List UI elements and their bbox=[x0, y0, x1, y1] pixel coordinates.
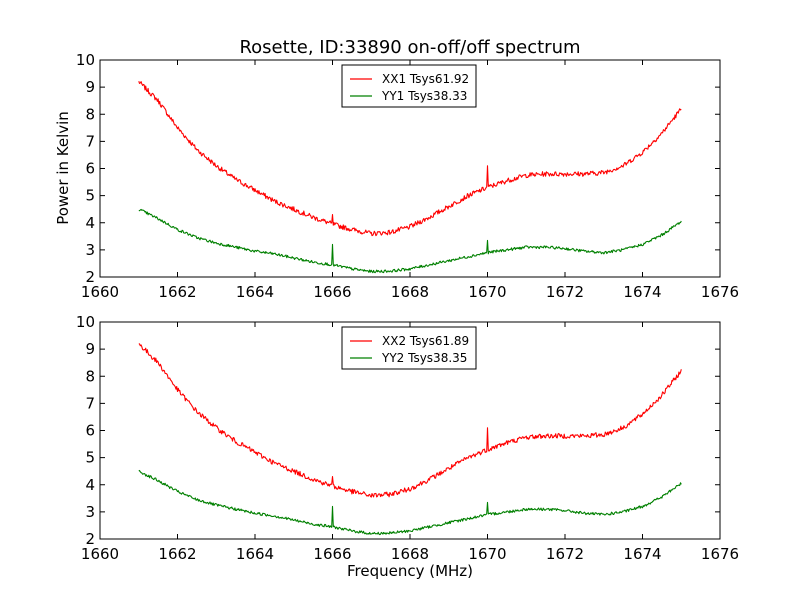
x-tick-label: 1664 bbox=[236, 283, 274, 301]
series-line-xx bbox=[138, 343, 682, 498]
y-tick-label: 10 bbox=[76, 51, 95, 69]
chart-title: Rosette, ID:33890 on-off/off spectrum bbox=[239, 37, 580, 58]
x-tick-label: 1668 bbox=[391, 283, 429, 301]
x-tick-label: 1674 bbox=[623, 283, 661, 301]
x-tick-label: 1668 bbox=[391, 545, 429, 563]
x-tick-label: 1670 bbox=[468, 283, 506, 301]
legend-entry: XX2 Tsys61.89 bbox=[382, 334, 469, 348]
x-tick-label: 1676 bbox=[701, 283, 739, 301]
y-tick-label: 5 bbox=[85, 187, 95, 205]
y-tick-label: 8 bbox=[85, 367, 95, 385]
legend-entry: XX1 Tsys61.92 bbox=[382, 72, 469, 86]
y-tick-label: 10 bbox=[76, 313, 95, 331]
y-tick-label: 7 bbox=[85, 394, 95, 412]
series-line-yy bbox=[138, 469, 682, 536]
y-tick-label: 4 bbox=[85, 214, 95, 232]
x-tick-label: 1672 bbox=[546, 545, 584, 563]
bottom-panel: 1660 1662 1664 1666 1668 1670 1672 1674 1676 2 3 4 5… bbox=[76, 313, 739, 563]
y-tick-label: 5 bbox=[85, 449, 95, 467]
y-tick-label: 9 bbox=[85, 78, 95, 96]
x-tick-label: 1670 bbox=[468, 545, 506, 563]
x-tick-label: 1666 bbox=[313, 545, 351, 563]
series-line-xx bbox=[138, 81, 682, 237]
y-tick-label: 9 bbox=[85, 340, 95, 358]
x-tick-label: 1664 bbox=[236, 545, 274, 563]
y-tick-label: 6 bbox=[85, 422, 95, 440]
y-tick-label: 2 bbox=[85, 268, 95, 286]
x-tick-label: 1662 bbox=[158, 545, 196, 563]
y-tick-label: 7 bbox=[85, 132, 95, 150]
y-tick-label: 4 bbox=[85, 476, 95, 494]
y-axis-label: Power in Kelvin bbox=[54, 111, 72, 225]
x-tick-label: 1660 bbox=[81, 545, 119, 563]
legend: XX1 Tsys61.92 YY1 Tsys38.33 bbox=[341, 64, 477, 108]
legend: XX2 Tsys61.89 YY2 Tsys38.35 bbox=[341, 326, 477, 370]
y-tick-label: 8 bbox=[85, 105, 95, 123]
y-tick-label: 3 bbox=[85, 503, 95, 521]
legend-entry: YY2 Tsys38.35 bbox=[381, 351, 467, 365]
legend-box bbox=[341, 64, 477, 108]
x-tick-label: 1676 bbox=[701, 545, 739, 563]
top-panel: 1660 1662 1664 1666 1668 1670 1672 1674 1676 2 3 4 5… bbox=[76, 51, 739, 301]
series-line-yy bbox=[138, 208, 682, 274]
y-tick-label: 6 bbox=[85, 160, 95, 178]
x-axis-label: Frequency (MHz) bbox=[347, 562, 473, 580]
legend-box bbox=[341, 326, 477, 370]
legend-entry: YY1 Tsys38.33 bbox=[381, 89, 467, 103]
x-tick-label: 1660 bbox=[81, 283, 119, 301]
y-tick-label: 3 bbox=[85, 241, 95, 259]
x-tick-label: 1674 bbox=[623, 545, 661, 563]
x-tick-label: 1666 bbox=[313, 283, 351, 301]
x-tick-label: 1672 bbox=[546, 283, 584, 301]
x-tick-label: 1662 bbox=[158, 283, 196, 301]
y-tick-label: 2 bbox=[85, 530, 95, 548]
